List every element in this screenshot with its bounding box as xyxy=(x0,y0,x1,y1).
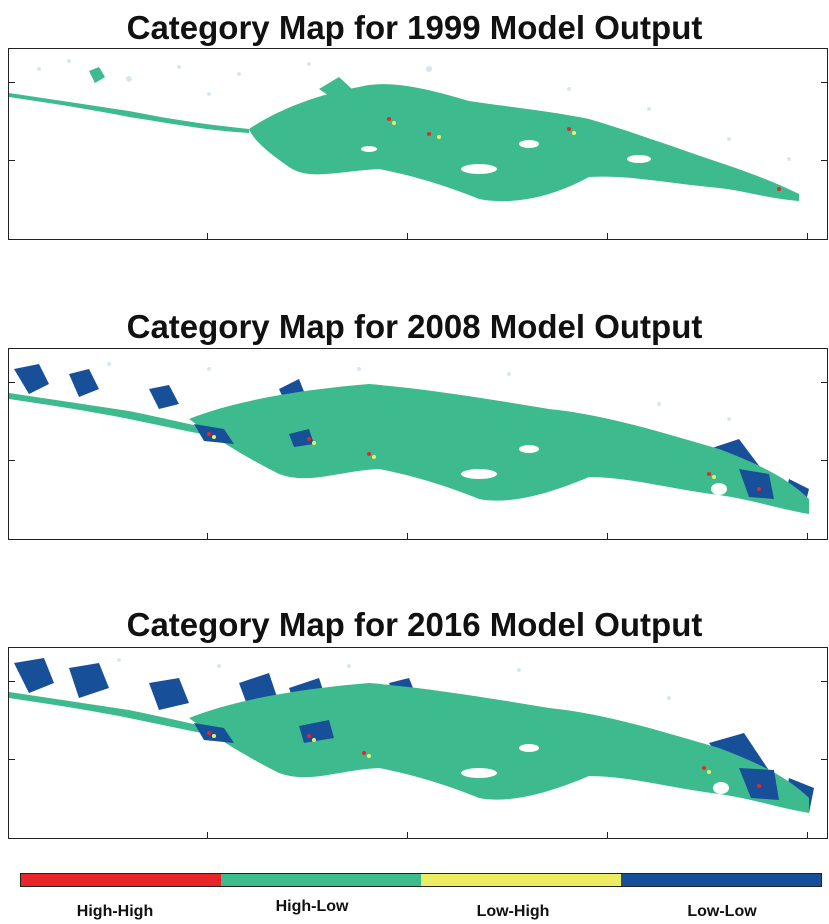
x-tick xyxy=(207,533,208,539)
map-panel-2008 xyxy=(8,348,828,540)
y-tick xyxy=(821,82,827,83)
legend-label-low-low: Low-Low xyxy=(687,903,757,920)
y-tick xyxy=(821,382,827,383)
x-tick xyxy=(407,533,408,539)
colorbar-low-high xyxy=(421,874,621,886)
map-title-2008: Category Map for 2008 Model Output xyxy=(126,308,703,345)
y-tick xyxy=(9,759,15,760)
y-tick xyxy=(9,382,15,383)
x-tick xyxy=(207,832,208,838)
map-panel-1999 xyxy=(8,48,828,240)
map-1999-graphic xyxy=(9,59,799,202)
map-title-2016: Category Map for 2016 Model Output xyxy=(126,606,703,643)
x-tick xyxy=(407,832,408,838)
y-tick xyxy=(9,160,15,161)
colorbar-high-high xyxy=(21,874,221,886)
y-tick xyxy=(821,160,827,161)
y-tick xyxy=(821,681,827,682)
x-tick xyxy=(607,832,608,838)
legend-label-high-low: High-Low xyxy=(275,898,349,915)
colorbar-high-low xyxy=(221,874,421,886)
x-tick xyxy=(807,533,808,539)
y-tick xyxy=(821,460,827,461)
x-tick xyxy=(807,832,808,838)
x-tick xyxy=(607,233,608,239)
x-tick xyxy=(807,233,808,239)
map-2016-graphic xyxy=(9,658,814,813)
colorbar-low-low xyxy=(621,874,821,886)
x-tick xyxy=(207,233,208,239)
map-panel-2016 xyxy=(8,647,828,839)
map-title-1999: Category Map for 1999 Model Output xyxy=(126,9,703,46)
y-tick xyxy=(9,681,15,682)
category-colorbar xyxy=(20,873,822,887)
x-tick xyxy=(407,233,408,239)
y-tick xyxy=(9,460,15,461)
y-tick xyxy=(9,82,15,83)
x-tick xyxy=(607,533,608,539)
legend-label-low-high: Low-High xyxy=(476,903,550,920)
legend-label-high-high: High-High xyxy=(76,903,154,920)
y-tick xyxy=(821,759,827,760)
map-2008-graphic xyxy=(9,362,809,514)
